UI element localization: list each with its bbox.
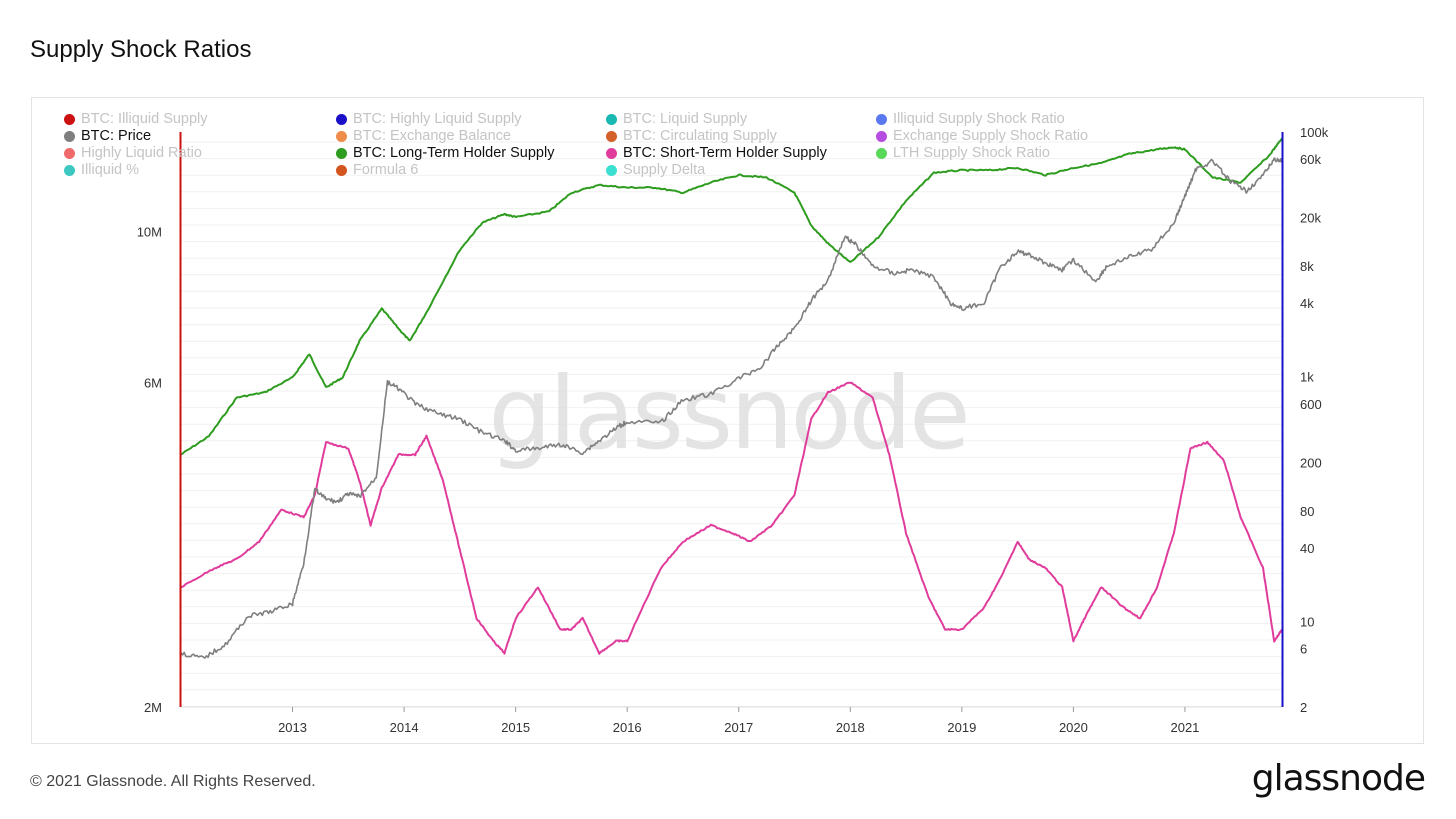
legend-dot-icon (606, 147, 617, 159)
legend-label: BTC: Short-Term Holder Supply (623, 145, 827, 161)
right-tick-label: 6 (1300, 642, 1307, 657)
series-layer (180, 137, 1283, 659)
legend-label: Formula 6 (353, 162, 419, 178)
legend-label: Illiquid Supply Shock Ratio (893, 111, 1065, 127)
legend-label: LTH Supply Shock Ratio (893, 145, 1050, 161)
legend-dot-icon (64, 147, 75, 159)
right-tick-label: 40 (1300, 541, 1314, 556)
watermark: glassnode (488, 355, 967, 472)
x-tick-label: 2017 (724, 720, 753, 735)
legend-label: BTC: Highly Liquid Supply (353, 111, 522, 127)
legend-item[interactable]: BTC: Long-Term Holder Supply (336, 145, 554, 161)
right-tick-label: 8k (1300, 259, 1314, 274)
series-line-btc-long-term-holder-supply[interactable] (180, 137, 1283, 456)
x-tick-label: 2021 (1170, 720, 1199, 735)
x-tick-label: 2015 (501, 720, 530, 735)
legend-item[interactable]: BTC: Short-Term Holder Supply (606, 145, 827, 161)
x-tick-label: 2019 (947, 720, 976, 735)
legend-item[interactable]: BTC: Highly Liquid Supply (336, 111, 521, 127)
right-tick-label: 600 (1300, 397, 1322, 412)
right-tick-label: 100k (1300, 125, 1329, 140)
x-tick-label: 2018 (836, 720, 865, 735)
legend-item[interactable]: Formula 6 (336, 162, 418, 178)
legend-label: BTC: Circulating Supply (623, 128, 777, 144)
x-tick-label: 2014 (390, 720, 419, 735)
left-tick-label: 2M (144, 700, 162, 715)
chart-panel (31, 97, 1424, 744)
right-tick-label: 80 (1300, 504, 1314, 519)
legend-dot-icon (876, 130, 887, 142)
legend-label: BTC: Long-Term Holder Supply (353, 145, 555, 161)
right-tick-label: 4k (1300, 296, 1314, 311)
legend-dot-icon (336, 130, 347, 142)
x-tick-label: 2016 (613, 720, 642, 735)
legend-label: BTC: Illiquid Supply (81, 111, 208, 127)
left-tick-label: 10M (137, 224, 162, 239)
x-tick-label: 2020 (1059, 720, 1088, 735)
legend-dot-icon (336, 147, 347, 159)
glassnode-logo[interactable]: glassnode (1251, 758, 1426, 799)
legend-item[interactable]: Highly Liquid Ratio (64, 145, 202, 161)
legend-dot-icon (606, 164, 617, 176)
legend-item[interactable]: BTC: Price (64, 128, 151, 144)
legend-dot-icon (64, 130, 75, 142)
legend-label: BTC: Liquid Supply (623, 111, 748, 127)
left-tick-label: 6M (144, 375, 162, 390)
legend-item[interactable]: LTH Supply Shock Ratio (876, 145, 1050, 161)
legend-dot-icon (606, 130, 617, 142)
legend-label: Illiquid % (81, 162, 140, 178)
legend-dot-icon (336, 164, 347, 176)
legend-dot-icon (876, 147, 887, 159)
right-axis-ticks: 2 6 10 40 80 200 600 1k 4k 8k 20k 60k 100k (1300, 125, 1329, 715)
legend-label: BTC: Exchange Balance (353, 128, 511, 144)
legend-item[interactable]: Illiquid % (64, 162, 139, 178)
legend-label: BTC: Price (81, 128, 152, 144)
copyright-text: © 2021 Glassnode. All Rights Reserved. (30, 773, 316, 790)
legend-item[interactable]: BTC: Liquid Supply (606, 111, 747, 127)
legend-item[interactable]: BTC: Circulating Supply (606, 128, 777, 144)
series-line-btc-short-term-holder-supply[interactable] (180, 381, 1283, 655)
chart-title: Supply Shock Ratios (30, 36, 252, 63)
right-tick-label: 10 (1300, 614, 1314, 629)
right-tick-label: 1k (1300, 370, 1314, 385)
legend-item[interactable]: Exchange Supply Shock Ratio (876, 128, 1088, 144)
legend-item[interactable]: BTC: Exchange Balance (336, 128, 511, 144)
legend-dot-icon (876, 113, 887, 125)
legend-item[interactable]: Supply Delta (606, 162, 705, 178)
series-line-btc-price[interactable] (180, 157, 1283, 659)
legend-item[interactable]: BTC: Illiquid Supply (64, 111, 208, 127)
x-axis-ticks: 2013 2014 2015 2016 2017 2018 2019 2020 2021 (278, 707, 1199, 735)
legend-label: Exchange Supply Shock Ratio (893, 128, 1089, 144)
legend-dot-icon (64, 164, 75, 176)
legend-dot-icon (64, 113, 75, 125)
legend-dot-icon (336, 113, 347, 125)
right-tick-label: 60k (1300, 152, 1321, 167)
x-tick-label: 2013 (278, 720, 307, 735)
legend-label: Supply Delta (623, 162, 706, 178)
right-tick-label: 2 (1300, 700, 1307, 715)
legend-label: Highly Liquid Ratio (81, 145, 202, 161)
legend-dot-icon (606, 113, 617, 125)
right-tick-label: 200 (1300, 455, 1322, 470)
right-tick-label: 20k (1300, 211, 1321, 226)
legend-item[interactable]: Illiquid Supply Shock Ratio (876, 111, 1065, 127)
left-axis-ticks: 2M 6M 10M (137, 224, 162, 715)
grid-lines (181, 141, 1282, 708)
legend: BTC: Illiquid Supply BTC: Highly Liquid S… (64, 111, 1204, 183)
